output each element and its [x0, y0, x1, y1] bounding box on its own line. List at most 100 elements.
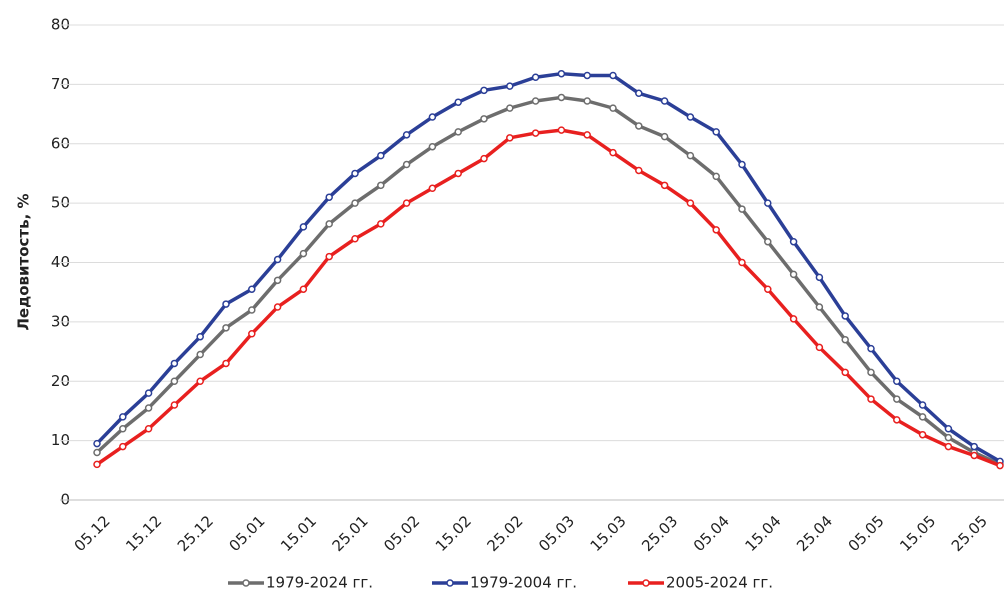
data-point [738, 205, 746, 213]
data-point [377, 181, 385, 190]
data-point [428, 184, 437, 193]
data-point [325, 252, 333, 261]
data-point [686, 199, 695, 207]
data-point [299, 223, 308, 231]
data-point [660, 132, 669, 141]
data-point [222, 324, 230, 332]
data-point [712, 172, 720, 181]
legend-marker [642, 579, 650, 587]
data-point [918, 413, 927, 421]
data-point [660, 181, 669, 190]
data-point [170, 377, 179, 385]
data-point [144, 425, 153, 433]
legend-label: 2005-2024 гг. [666, 574, 773, 592]
data-point [970, 442, 978, 451]
x-tick-label: 15.12 [122, 512, 165, 555]
data-point [557, 69, 566, 78]
data-point [531, 73, 540, 81]
x-tick-label: 05.05 [845, 512, 888, 555]
data-point [454, 128, 462, 136]
data-point [144, 389, 153, 397]
x-tick-label: 15.01 [277, 512, 320, 555]
data-point [196, 332, 204, 341]
data-point [119, 442, 127, 451]
series-line [95, 95, 1001, 466]
data-point [377, 220, 385, 228]
data-point [325, 193, 333, 201]
data-point [428, 113, 437, 121]
data-point [893, 416, 901, 424]
data-point [273, 255, 282, 264]
data-point [841, 335, 849, 344]
x-tick-label: 15.05 [896, 512, 939, 555]
data-point [609, 71, 617, 80]
x-tick-label: 05.04 [690, 512, 733, 555]
legend-marker [446, 579, 454, 587]
x-tick-label: 25.12 [174, 512, 217, 555]
series-line [96, 128, 1001, 468]
data-point [480, 154, 488, 163]
legend-label: 1979-2004 гг. [470, 574, 577, 592]
legend-item: 1979-2024 гг. [228, 574, 373, 592]
legend-item: 1979-2004 гг. [432, 574, 577, 592]
data-point [867, 395, 875, 403]
legend-marker [242, 579, 250, 587]
data-point [841, 312, 849, 320]
data-point [789, 237, 798, 246]
data-point [222, 359, 230, 368]
data-point [377, 151, 385, 160]
data-point [712, 128, 720, 136]
data-point [867, 344, 875, 353]
data-point [583, 71, 591, 80]
data-point [93, 448, 101, 457]
x-tick-label: 25.05 [948, 512, 991, 555]
data-point [170, 359, 179, 368]
data-point [841, 368, 849, 377]
data-point [531, 97, 540, 105]
data-point [764, 199, 772, 207]
data-point [273, 276, 282, 285]
data-point [764, 237, 772, 246]
data-point [402, 131, 411, 139]
data-point [531, 129, 540, 137]
data-point [893, 395, 901, 403]
data-point [712, 226, 720, 234]
data-point [506, 104, 514, 112]
data-point [273, 303, 282, 311]
data-point [351, 235, 359, 243]
data-point [351, 169, 359, 178]
x-tick-label: 05.12 [71, 512, 114, 555]
data-point [248, 285, 256, 293]
data-point [635, 166, 643, 175]
data-point [944, 442, 953, 451]
data-point [454, 169, 462, 178]
data-point [248, 330, 256, 338]
data-point [480, 115, 488, 123]
data-point [789, 315, 798, 323]
data-point [170, 401, 179, 409]
x-tick-label: 15.02 [432, 512, 475, 555]
data-point [222, 300, 230, 308]
data-point [454, 98, 462, 106]
data-point [867, 368, 875, 377]
x-tick-label: 15.04 [741, 512, 784, 555]
x-tick-label: 05.02 [380, 512, 423, 555]
data-point [480, 86, 488, 95]
data-point [325, 220, 333, 228]
data-point [815, 303, 824, 311]
data-point [660, 97, 669, 105]
data-point [970, 451, 978, 460]
data-point [402, 160, 411, 169]
data-point [738, 258, 746, 267]
data-point [93, 460, 101, 469]
data-point [893, 377, 901, 385]
data-point [428, 142, 437, 151]
data-point [815, 273, 824, 282]
series-line [95, 71, 1001, 463]
x-tick-label: 25.03 [638, 512, 681, 555]
data-point [944, 433, 953, 442]
legend-item: 2005-2024 гг. [628, 574, 773, 592]
data-point [996, 461, 1004, 470]
